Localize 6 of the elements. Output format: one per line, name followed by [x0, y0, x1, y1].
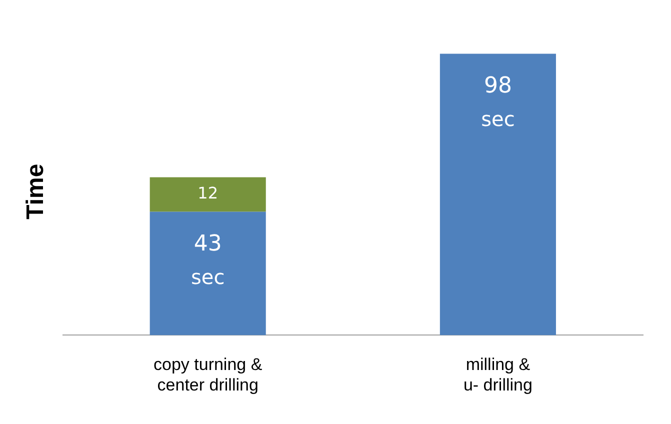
x-tick-label: milling & u- drilling — [463, 355, 532, 394]
data-label: 43 sec — [190, 231, 225, 289]
data-label: 12 — [198, 184, 218, 203]
data-label: 98 sec — [481, 73, 515, 131]
y-axis-title: Time — [22, 164, 50, 220]
x-tick-label: copy turning & center drilling — [154, 355, 263, 394]
